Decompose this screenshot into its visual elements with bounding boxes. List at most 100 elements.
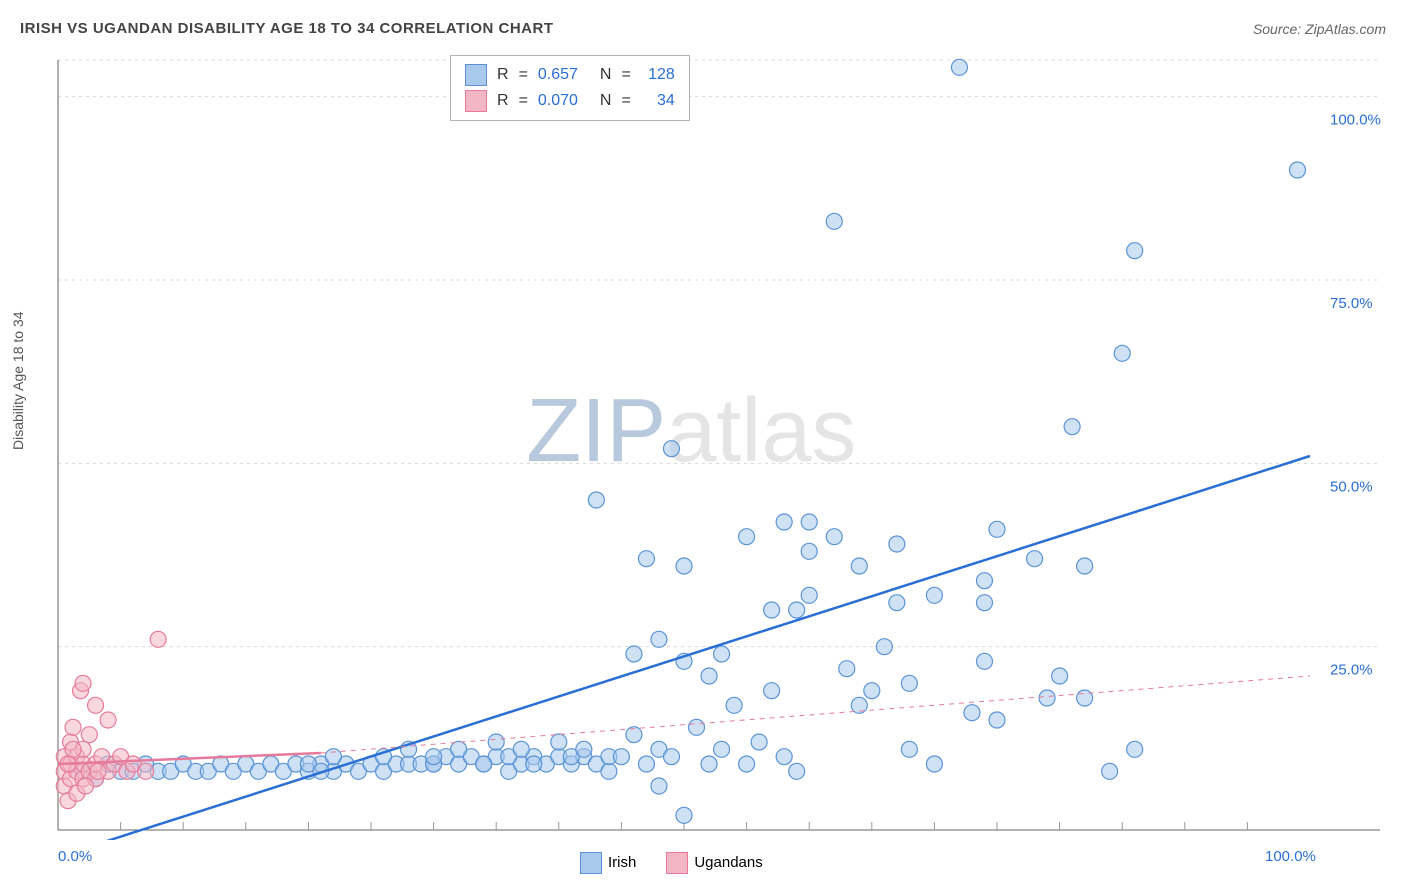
legend-label: Irish bbox=[608, 854, 636, 871]
stats-n-label: N bbox=[600, 92, 612, 110]
data-point bbox=[638, 551, 654, 567]
legend-label: Ugandans bbox=[694, 854, 762, 871]
data-point bbox=[1102, 763, 1118, 779]
data-point bbox=[663, 441, 679, 457]
data-point bbox=[801, 587, 817, 603]
data-point bbox=[901, 675, 917, 691]
data-point bbox=[726, 697, 742, 713]
chart-source: Source: ZipAtlas.com bbox=[1253, 21, 1386, 37]
y-tick-label: 100.0% bbox=[1330, 112, 1381, 129]
data-point bbox=[739, 756, 755, 772]
data-point bbox=[826, 529, 842, 545]
data-point bbox=[526, 756, 542, 772]
chart-title: IRISH VS UGANDAN DISABILITY AGE 18 TO 34… bbox=[20, 20, 554, 37]
legend-swatch bbox=[666, 852, 688, 874]
data-point bbox=[65, 741, 81, 757]
data-point bbox=[701, 756, 717, 772]
data-point bbox=[976, 595, 992, 611]
legend-swatch bbox=[580, 852, 602, 874]
plot-area: 25.0%50.0%75.0%100.0%ZIPatlas bbox=[50, 50, 1386, 840]
data-point bbox=[1077, 690, 1093, 706]
data-point bbox=[65, 719, 81, 735]
data-point bbox=[1127, 741, 1143, 757]
data-point bbox=[826, 213, 842, 229]
data-point bbox=[451, 741, 467, 757]
data-point bbox=[1289, 162, 1305, 178]
data-point bbox=[81, 727, 97, 743]
stats-eq: = bbox=[519, 66, 528, 84]
data-point bbox=[513, 741, 529, 757]
chart-header: IRISH VS UGANDAN DISABILITY AGE 18 TO 34… bbox=[20, 20, 1386, 37]
watermark: ZIPatlas bbox=[526, 381, 856, 481]
data-point bbox=[776, 514, 792, 530]
stats-r-label: R bbox=[497, 66, 509, 84]
data-point bbox=[150, 631, 166, 647]
stats-r-value: 0.070 bbox=[538, 92, 590, 110]
data-point bbox=[889, 536, 905, 552]
data-point bbox=[976, 573, 992, 589]
y-tick-label: 25.0% bbox=[1330, 662, 1373, 679]
data-point bbox=[876, 639, 892, 655]
legend-swatch bbox=[465, 90, 487, 112]
stats-n-value: 128 bbox=[641, 66, 675, 84]
data-point bbox=[1052, 668, 1068, 684]
data-point bbox=[488, 734, 504, 750]
data-point bbox=[138, 763, 154, 779]
scatter-svg: 25.0%50.0%75.0%100.0%ZIPatlas bbox=[50, 50, 1386, 840]
legend-swatch bbox=[465, 64, 487, 86]
data-point bbox=[801, 514, 817, 530]
data-point bbox=[689, 719, 705, 735]
data-point bbox=[601, 763, 617, 779]
data-point bbox=[1127, 243, 1143, 259]
legend-item: Irish bbox=[580, 852, 636, 874]
stats-r-value: 0.657 bbox=[538, 66, 590, 84]
data-point bbox=[714, 646, 730, 662]
stats-n-value: 34 bbox=[641, 92, 675, 110]
x-tick-label: 0.0% bbox=[58, 848, 92, 865]
data-point bbox=[1027, 551, 1043, 567]
stats-eq: = bbox=[621, 92, 630, 110]
x-tick-label: 100.0% bbox=[1265, 848, 1316, 865]
data-point bbox=[864, 683, 880, 699]
stats-eq: = bbox=[621, 66, 630, 84]
stats-row: R = 0.657 N = 128 bbox=[465, 62, 675, 88]
data-point bbox=[926, 587, 942, 603]
stats-row: R = 0.070 N = 34 bbox=[465, 88, 675, 114]
regression-extension bbox=[321, 676, 1310, 753]
data-point bbox=[714, 741, 730, 757]
data-point bbox=[751, 734, 767, 750]
data-point bbox=[626, 646, 642, 662]
legend-item: Ugandans bbox=[666, 852, 762, 874]
data-point bbox=[651, 631, 667, 647]
data-point bbox=[75, 675, 91, 691]
data-point bbox=[325, 749, 341, 765]
data-point bbox=[989, 712, 1005, 728]
regression-line bbox=[96, 456, 1310, 840]
data-point bbox=[551, 734, 567, 750]
data-point bbox=[739, 529, 755, 545]
data-point bbox=[663, 749, 679, 765]
data-point bbox=[638, 756, 654, 772]
stats-eq: = bbox=[519, 92, 528, 110]
data-point bbox=[701, 668, 717, 684]
data-point bbox=[90, 763, 106, 779]
data-point bbox=[88, 697, 104, 713]
data-point bbox=[1114, 345, 1130, 361]
data-point bbox=[1077, 558, 1093, 574]
data-point bbox=[889, 595, 905, 611]
data-point bbox=[588, 492, 604, 508]
data-point bbox=[989, 521, 1005, 537]
stats-r-label: R bbox=[497, 92, 509, 110]
stats-legend-box: R = 0.657 N = 128 R = 0.070 N = 34 bbox=[450, 55, 690, 121]
data-point bbox=[426, 749, 442, 765]
data-point bbox=[901, 741, 917, 757]
y-tick-label: 75.0% bbox=[1330, 295, 1373, 312]
data-point bbox=[839, 661, 855, 677]
stats-n-label: N bbox=[600, 66, 612, 84]
data-point bbox=[776, 749, 792, 765]
data-point bbox=[78, 778, 94, 794]
data-point bbox=[476, 756, 492, 772]
data-point bbox=[764, 602, 780, 618]
data-point bbox=[100, 712, 116, 728]
data-point bbox=[764, 683, 780, 699]
